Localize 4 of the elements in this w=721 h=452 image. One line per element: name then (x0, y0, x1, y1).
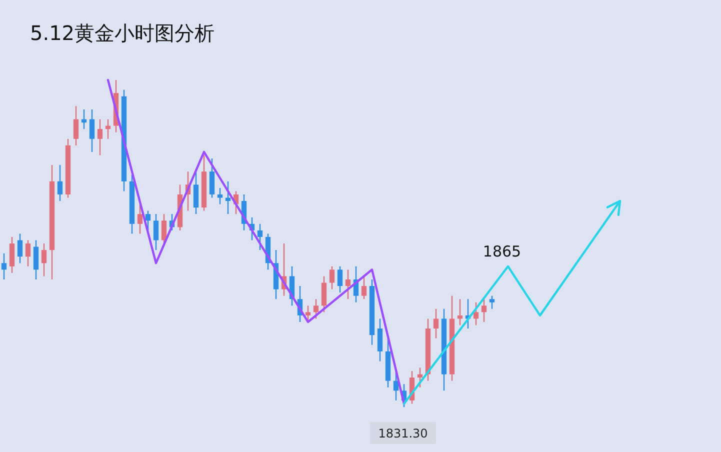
chart-title: 5.12黄金小时图分析 (30, 21, 215, 45)
label-box: 1831.30 (370, 422, 436, 444)
annotation: 1865 (482, 242, 522, 260)
annotation: 1831.30 (378, 426, 428, 440)
